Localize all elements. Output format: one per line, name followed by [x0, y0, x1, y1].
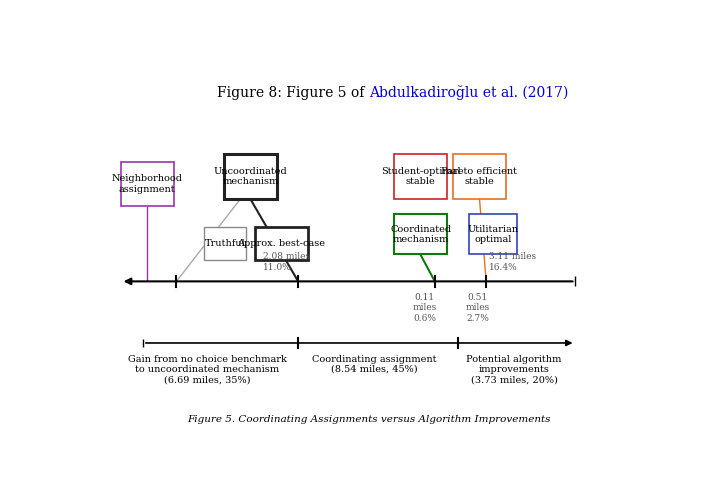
Text: Potential algorithm
improvements
(3.73 miles, 20%): Potential algorithm improvements (3.73 m… — [467, 354, 562, 384]
Text: Utilitarian
optimal: Utilitarian optimal — [468, 224, 518, 244]
FancyBboxPatch shape — [121, 162, 174, 206]
Text: Uncoordinated
mechanism: Uncoordinated mechanism — [214, 167, 287, 186]
Text: Coordinated
mechanism: Coordinated mechanism — [390, 224, 451, 244]
Text: Truthful: Truthful — [205, 240, 246, 248]
Text: Student-optimal
stable: Student-optimal stable — [381, 167, 460, 186]
FancyBboxPatch shape — [224, 154, 277, 198]
FancyBboxPatch shape — [469, 214, 517, 254]
Text: Approx. best-case: Approx. best-case — [237, 240, 325, 248]
Text: 3.11 miles
16.4%: 3.11 miles 16.4% — [489, 252, 536, 272]
Text: 2.08 miles
11.0%: 2.08 miles 11.0% — [263, 252, 310, 272]
FancyBboxPatch shape — [394, 154, 447, 198]
Text: Abdulkadiroğlu et al. (2017): Abdulkadiroğlu et al. (2017) — [369, 85, 568, 100]
Text: Gain from no choice benchmark
to uncoordinated mechanism
(6.69 miles, 35%): Gain from no choice benchmark to uncoord… — [127, 354, 287, 384]
Text: 0.51
miles
2.7%: 0.51 miles 2.7% — [466, 293, 490, 322]
Text: Neighborhood
assignment: Neighborhood assignment — [112, 174, 183, 194]
FancyBboxPatch shape — [255, 228, 307, 260]
Text: Pareto efficient
stable: Pareto efficient stable — [441, 167, 517, 186]
FancyBboxPatch shape — [394, 214, 447, 254]
Text: Figure 8: Figure 5 of: Figure 8: Figure 5 of — [217, 86, 369, 100]
Text: 0.11
miles
0.6%: 0.11 miles 0.6% — [413, 293, 437, 322]
Text: Coordinating assignment
(8.54 miles, 45%): Coordinating assignment (8.54 miles, 45%… — [312, 354, 437, 374]
Text: Figure 5. Coordinating Assignments versus Algorithm Improvements: Figure 5. Coordinating Assignments versu… — [187, 415, 551, 424]
FancyBboxPatch shape — [453, 154, 505, 198]
FancyBboxPatch shape — [204, 228, 246, 260]
